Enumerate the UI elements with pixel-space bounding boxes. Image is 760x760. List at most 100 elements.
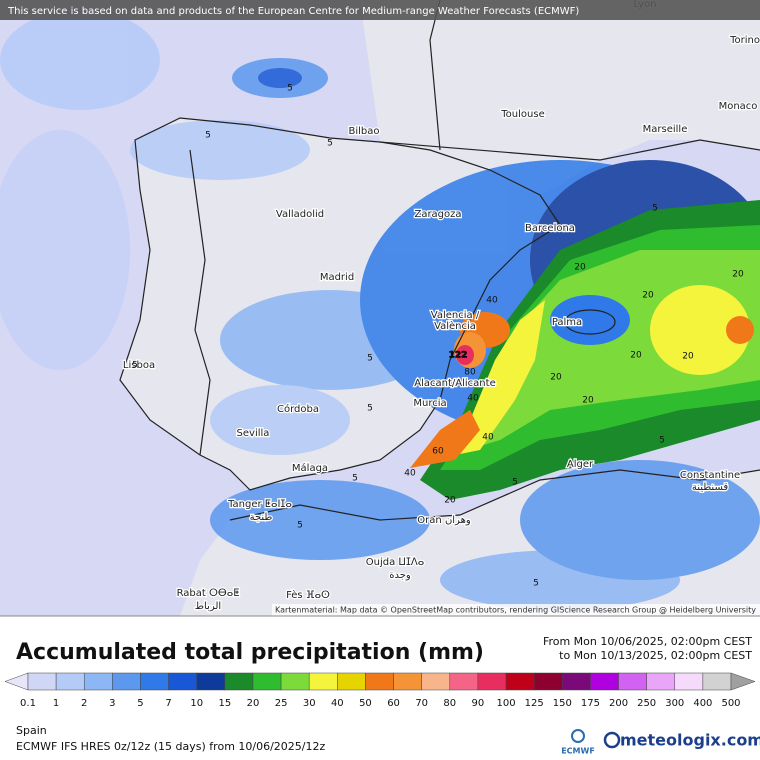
contour-label: 20	[732, 270, 744, 280]
legend-label: 125	[525, 698, 544, 709]
city-label: Zaragoza	[414, 209, 461, 220]
attribution: Kartenmaterial: Map data © OpenStreetMap…	[275, 606, 756, 615]
legend-swatch	[196, 672, 226, 691]
legend-label: 70	[415, 698, 428, 709]
legend-label: 30	[303, 698, 316, 709]
contour-label: 122	[449, 351, 468, 361]
notice-bar	[0, 0, 760, 20]
legend-swatch	[308, 672, 338, 691]
legend-swatch	[252, 672, 282, 691]
city-label: Torino	[729, 35, 760, 46]
date-from: From Mon 10/06/2025, 02:00pm CEST	[543, 635, 752, 648]
legend-swatch	[112, 672, 141, 691]
legend-label: 100	[496, 698, 515, 709]
contour-label: 5	[132, 361, 138, 371]
legend-label: 500	[721, 698, 740, 709]
legend-label: 10	[190, 698, 203, 709]
city-label: Fès ⴼⴰⵙ	[286, 589, 330, 601]
city-label: Córdoba	[277, 403, 319, 415]
legend-label: 0.1	[20, 698, 36, 709]
legend-swatch	[393, 672, 422, 691]
legend-swatch	[224, 672, 254, 691]
legend-swatch	[280, 672, 310, 691]
city-label: Barcelona	[525, 223, 575, 234]
contour-label: 20	[444, 496, 456, 506]
attribution-bg	[272, 604, 760, 616]
legend-label: 25	[275, 698, 288, 709]
contour-label: 5	[297, 521, 303, 531]
city-label: València	[434, 320, 476, 332]
borders	[119, 0, 760, 521]
legend-swatch	[337, 672, 366, 691]
contour-label: 20	[574, 263, 586, 273]
city-label: وجدة	[389, 570, 411, 581]
contour-label: 5	[287, 84, 293, 94]
legend-label: 3	[109, 698, 115, 709]
legend-swatch	[140, 672, 169, 691]
legend-label: 50	[359, 698, 372, 709]
contour-label: 80	[464, 368, 476, 378]
legend-swatch	[27, 672, 57, 691]
contour-label: 60	[432, 447, 444, 457]
legend-label: 150	[553, 698, 572, 709]
contour-label: 40	[404, 469, 416, 479]
legend-label: 80	[443, 698, 456, 709]
contour-label: 40	[467, 394, 479, 404]
date-to: to Mon 10/13/2025, 02:00pm CEST	[559, 649, 752, 662]
legend-label: 5	[137, 698, 143, 709]
city-label: Bilbao	[348, 126, 379, 137]
legend-swatch	[646, 672, 676, 691]
city-label: Alacant/Alicante	[414, 378, 495, 389]
legend-label: 15	[218, 698, 231, 709]
ecmwf-icon	[571, 729, 585, 743]
map: LyonTorinoMonacoToulouseMarseilleBilbaoV…	[0, 0, 760, 616]
legend-swatch	[421, 672, 451, 691]
legend-arrow-right	[730, 672, 756, 691]
city-label: Oran وهران	[417, 515, 471, 526]
contour-label: 40	[482, 433, 494, 443]
legend-label: 20	[247, 698, 260, 709]
contour-label: 20	[682, 352, 694, 362]
contour-label: 20	[642, 291, 654, 301]
title: Accumulated total precipitation (mm)	[16, 640, 484, 665]
city-label: Valladolid	[276, 209, 324, 220]
legend-swatch	[449, 672, 479, 691]
legend-swatch	[83, 672, 113, 691]
city-label: Toulouse	[500, 109, 544, 120]
city-label: Palma	[552, 317, 582, 328]
legend-label: 400	[693, 698, 712, 709]
france	[360, 0, 760, 195]
legend-swatch	[618, 672, 647, 691]
legend-label: 60	[387, 698, 400, 709]
legend-swatch	[702, 672, 732, 691]
legend-swatch	[477, 672, 507, 691]
city-label: الرباط	[195, 601, 221, 612]
contour-label: 5	[367, 354, 373, 364]
city-label: Rabat ⵔⴱⴰⵟ	[177, 588, 240, 599]
legend-swatch	[505, 672, 535, 691]
contour-label: 5	[367, 404, 373, 414]
legend-label: 1	[53, 698, 59, 709]
city-label: Valencia /	[431, 310, 480, 321]
contour-label: 5	[512, 478, 518, 488]
brand-icon[interactable]	[603, 731, 621, 749]
city-label: Lisboa	[123, 360, 155, 371]
city-label: Alger	[567, 459, 594, 470]
legend-swatch	[590, 672, 619, 691]
city-label: Murcia	[413, 398, 446, 409]
region: Spain	[16, 724, 47, 737]
contour-label: 20	[630, 351, 642, 361]
legend-label: 200	[609, 698, 628, 709]
brand[interactable]: meteologix.com	[620, 731, 760, 750]
city-label: Málaga	[292, 462, 328, 474]
city-label: Marseille	[643, 124, 688, 135]
legend-label: 90	[472, 698, 485, 709]
notice: This service is based on data and produc…	[7, 6, 579, 17]
contour-label: 5	[659, 436, 665, 446]
legend-label: 250	[637, 698, 656, 709]
contour-label: 5	[327, 139, 333, 149]
city-label: طنجة	[250, 512, 273, 523]
legend-swatch	[562, 672, 591, 691]
